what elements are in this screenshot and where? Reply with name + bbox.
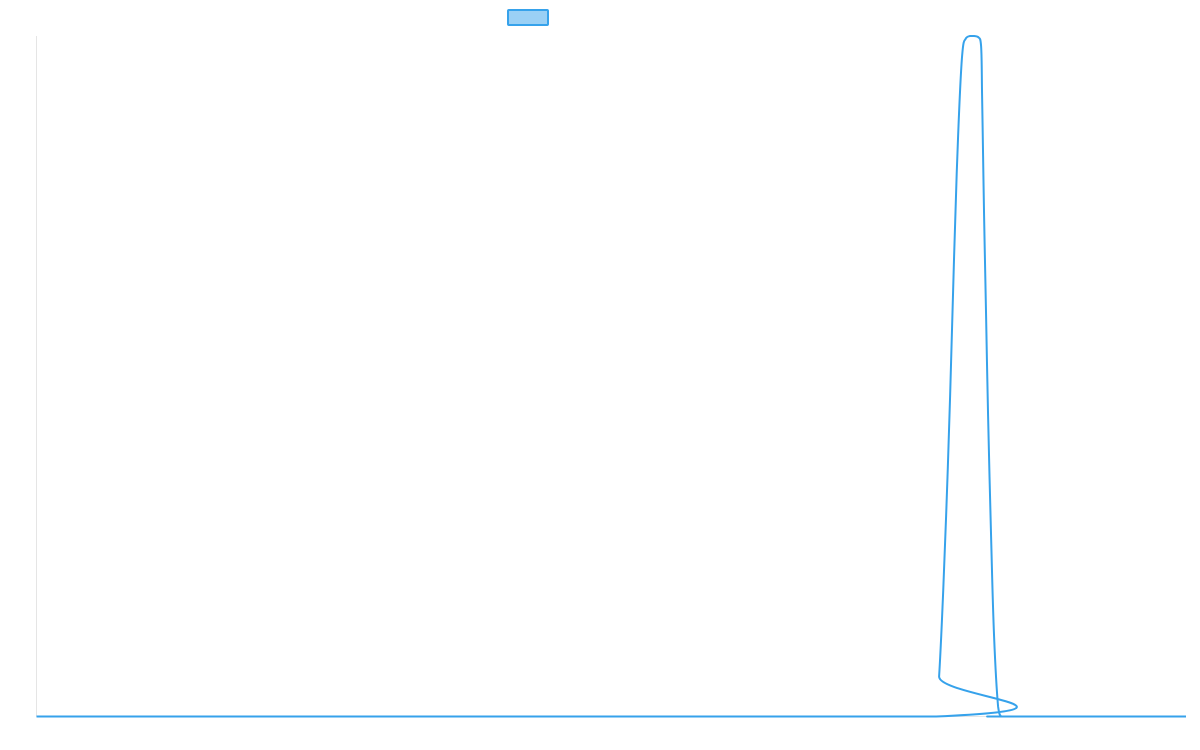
series-line-0 <box>36 35 1186 718</box>
legend-swatch[interactable] <box>507 9 549 26</box>
axes <box>36 36 1186 717</box>
series-layer <box>36 35 1186 718</box>
legend <box>507 9 549 26</box>
